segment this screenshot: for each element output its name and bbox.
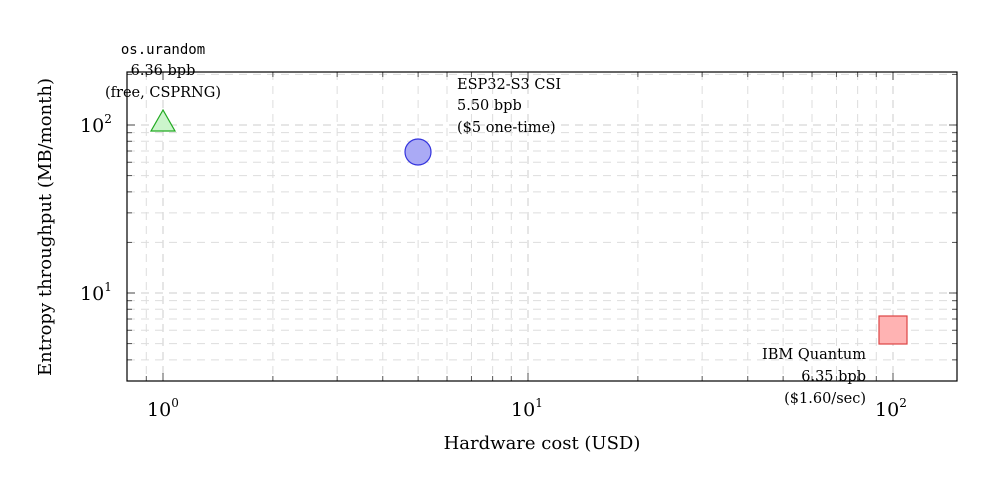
plot-frame — [126, 71, 958, 382]
annotation-ibm-quantum: IBM Quantum 6.35 bpb ($1.60/sec) — [762, 347, 866, 407]
triangle-marker-os-urandom — [149, 108, 177, 132]
annotation-line: ($5 one-time) — [457, 120, 556, 136]
x-tick-label-100: 102 — [875, 396, 907, 421]
axis-ticks — [127, 72, 957, 381]
y-axis-label: Entropy throughput (MB/month) — [35, 78, 56, 376]
grid-lines — [127, 72, 957, 381]
x-tick-label-10: 101 — [511, 396, 543, 421]
annotation-line: 6.36 bpb — [131, 63, 196, 79]
annotation-line: ESP32-S3 CSI — [457, 77, 561, 93]
annotation-line: (free, CSPRNG) — [105, 85, 221, 101]
x-axis-label: Hardware cost (USD) — [444, 433, 641, 454]
annotation-line: ($1.60/sec) — [784, 391, 866, 407]
square-marker-ibm-quantum — [878, 315, 908, 345]
y-tick-label-100: 102 — [80, 112, 112, 137]
annotation-os-urandom: os.urandom 6.36 bpb (free, CSPRNG) — [105, 42, 221, 101]
annotation-line: os.urandom — [121, 42, 205, 58]
circle-marker-esp32 — [404, 138, 432, 166]
x-tick-label-1: 100 — [147, 396, 179, 421]
annotation-line: 6.35 bpb — [801, 369, 866, 385]
annotation-line: IBM Quantum — [762, 347, 866, 363]
annotation-esp32: ESP32-S3 CSI 5.50 bpb ($5 one-time) — [457, 77, 561, 136]
annotation-line: 5.50 bpb — [457, 98, 522, 114]
y-tick-label-10: 101 — [80, 280, 112, 305]
